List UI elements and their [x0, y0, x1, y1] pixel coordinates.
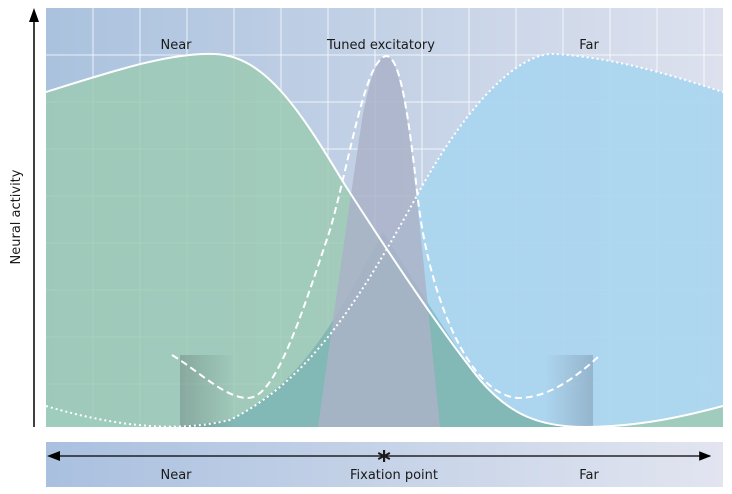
depth-axis-left-arrow: [47, 451, 60, 461]
tuned-excitatory-area: [318, 56, 440, 427]
near-response-area: [46, 53, 723, 427]
near-curve: [46, 52, 723, 427]
depth-far-label: Far: [579, 468, 599, 483]
tuned-excitatory-label: Tuned excitatory: [326, 38, 435, 53]
near-curve-label: Near: [160, 38, 192, 53]
depth-axis-bar: [46, 442, 723, 487]
tuned-excitatory-curve: [171, 54, 599, 400]
fixation-marker: *: [377, 446, 391, 476]
depth-near-label: Near: [160, 468, 192, 483]
y-axis-arrow: [29, 8, 39, 22]
left-shade-band: [180, 355, 235, 427]
far-curve-label: Far: [579, 38, 599, 53]
far-response-area: [46, 53, 723, 427]
far-curve: [46, 52, 723, 427]
y-axis-label: Neural activity: [9, 169, 24, 264]
right-shade-band: [545, 355, 593, 427]
fixation-point-label: Fixation point: [350, 468, 438, 483]
